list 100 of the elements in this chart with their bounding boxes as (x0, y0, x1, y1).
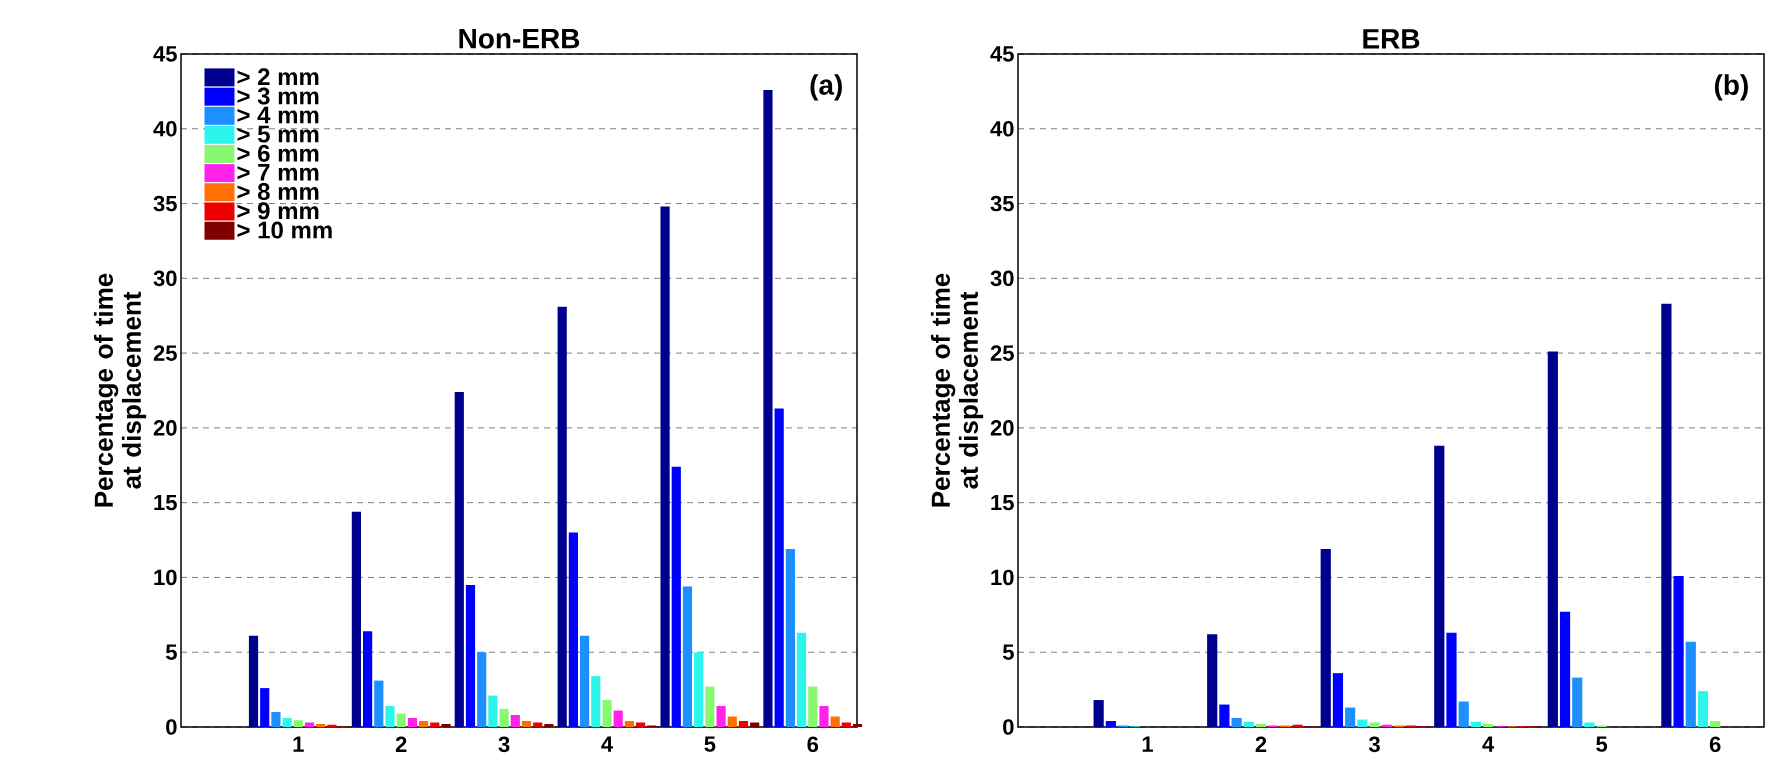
y-tick-label: 15 (154, 494, 177, 511)
bar (591, 676, 601, 727)
bar (635, 722, 646, 727)
bar (1332, 673, 1344, 727)
bar (293, 720, 303, 727)
bar (465, 584, 476, 727)
bar (1243, 721, 1254, 727)
bar (363, 631, 373, 727)
bar (852, 724, 863, 727)
legend-label: > 8 mm (237, 183, 319, 201)
bar (1345, 707, 1356, 727)
bar (271, 712, 281, 727)
bar (750, 722, 760, 727)
y-tick-label: 0 (1003, 719, 1014, 735)
annotation: (a) (810, 74, 842, 101)
bar (796, 632, 807, 727)
bar (260, 688, 270, 727)
y-tick-label: 35 (153, 195, 177, 212)
bar (763, 89, 773, 727)
x-tick-label: 6 (1709, 736, 1721, 753)
bar (1320, 549, 1331, 727)
bar (819, 706, 829, 727)
y-tick-label: 25 (990, 345, 1014, 361)
legend-label: > 2 mm (237, 68, 319, 86)
y-tick-label: 5 (1002, 644, 1014, 660)
x-tick-label: 5 (704, 736, 716, 752)
bar (407, 718, 417, 727)
bar (327, 724, 337, 727)
bar (1369, 722, 1380, 727)
bar (1458, 701, 1469, 727)
y-tick-label: 30 (990, 270, 1014, 287)
bar (841, 722, 851, 727)
bar (282, 718, 292, 727)
bar (477, 652, 487, 727)
y-tick-label: 40 (990, 120, 1014, 137)
bar (613, 710, 623, 727)
x-tick-label: 3 (498, 736, 510, 753)
bar (430, 722, 440, 727)
y-tick-label: 25 (153, 345, 177, 361)
bar (774, 408, 784, 727)
bar (579, 635, 590, 727)
bar (454, 391, 464, 727)
legend-label: > 3 mm (237, 87, 319, 105)
y-tick-label: 20 (153, 420, 177, 436)
bar (1093, 700, 1104, 727)
bar (624, 721, 634, 727)
legend-label: > 6 mm (237, 144, 319, 162)
legend-label: > 4 mm (237, 106, 319, 124)
bar (727, 716, 737, 727)
y-tick-label: 10 (154, 569, 177, 586)
bar (1559, 611, 1571, 727)
bar (351, 511, 361, 727)
bar (1255, 724, 1267, 727)
y-tick-label: 40 (153, 120, 177, 137)
chart-title: ERB (1363, 29, 1420, 49)
x-tick-label: 6 (807, 736, 819, 753)
x-tick-label: 2 (1255, 736, 1267, 752)
bar (374, 680, 384, 727)
bar (1446, 632, 1457, 727)
bar (1710, 721, 1721, 727)
bar (785, 549, 795, 727)
bar (488, 695, 498, 727)
bar (830, 716, 840, 727)
x-tick-label: 3 (1368, 736, 1380, 753)
y-tick-label: 0 (166, 719, 177, 735)
bar (557, 306, 567, 727)
bar (385, 706, 395, 727)
bar (316, 724, 326, 727)
x-tick-label: 1 (1142, 736, 1153, 752)
y-tick-label: 35 (990, 195, 1014, 212)
bar (1470, 721, 1481, 727)
bar (1231, 718, 1242, 727)
y-tick-label: 5 (165, 644, 177, 660)
x-tick-label: 1 (293, 736, 304, 752)
y-tick-label: 10 (991, 569, 1014, 586)
bar (808, 686, 818, 727)
x-tick-label: 2 (395, 736, 407, 752)
bar (1434, 445, 1445, 727)
bar (1697, 691, 1709, 727)
y-axis-title: Percentage of time at displacement (930, 273, 984, 507)
bar (1661, 303, 1672, 727)
bar (419, 721, 429, 727)
x-tick-label: 5 (1596, 736, 1608, 752)
bar (1685, 641, 1696, 727)
bar (705, 686, 715, 727)
bar (1292, 724, 1303, 727)
bar (1584, 722, 1595, 727)
y-tick-label: 45 (990, 46, 1014, 62)
bar (660, 206, 670, 727)
bar (1673, 575, 1684, 727)
legend-label: > 10 mm (237, 221, 332, 239)
bar (682, 586, 693, 727)
bar (248, 635, 259, 727)
x-tick-label: 4 (1482, 736, 1495, 752)
bar (716, 706, 726, 727)
bar (1105, 721, 1116, 727)
legend-label: > 7 mm (237, 164, 319, 181)
y-tick-label: 15 (991, 494, 1014, 511)
chart-title: Non-ERB (459, 28, 580, 49)
legend-label: > 5 mm (237, 125, 319, 143)
